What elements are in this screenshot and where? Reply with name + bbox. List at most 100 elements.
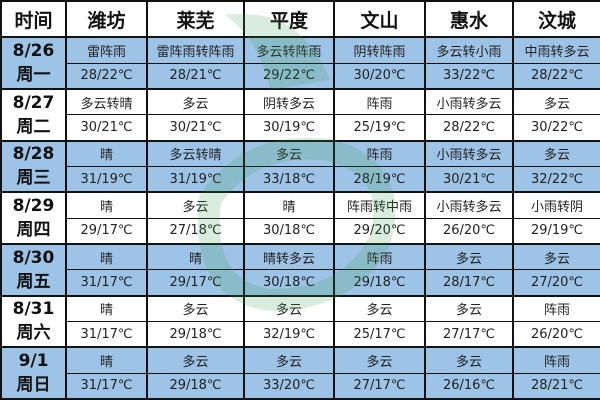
date-cell: 8/28 周三 (0, 139, 67, 194)
weather-cell: 多云转晴 (146, 139, 245, 167)
temperature-cell: 31/19℃ (146, 165, 245, 194)
weather-cell: 晴 (65, 294, 148, 322)
weather-row: 8/27 周二 多云转晴 多云 阴转多云 阵雨 小雨转多云 多云 (0, 87, 600, 142)
temperature-cell: 25/17℃ (333, 320, 426, 349)
weather-cell: 多云 (146, 87, 245, 116)
weather-cell: 阵雨 (333, 242, 426, 271)
weather-cell: 阵雨 (333, 87, 426, 116)
temperature-cell: 31/17℃ (65, 320, 148, 349)
temperature-cell: 28/19℃ (333, 165, 426, 194)
temperature-cell: 29/19℃ (512, 217, 600, 245)
temperature-cell: 27/17℃ (333, 372, 426, 400)
temperature-cell: 31/17℃ (65, 269, 148, 297)
temperature-row: 31/17℃ 29/18℃ 33/20℃ 27/17℃ 26/16℃ 28/21℃ (1, 372, 600, 400)
date-cell: 8/27 周二 (0, 87, 67, 142)
date: 8/30 (12, 247, 55, 268)
weather-cell: 晴转多云 (243, 242, 335, 271)
date-cell: 9/1 周日 (0, 346, 67, 400)
date-cell: 8/26 周一 (0, 36, 67, 90)
date-cell: 8/31 周六 (0, 294, 67, 349)
weather-cell: 晴 (65, 242, 148, 271)
temperature-cell: 27/20℃ (512, 269, 600, 297)
weekday: 周日 (16, 375, 51, 396)
temperature-cell: 30/18℃ (243, 269, 335, 297)
temperature-cell: 28/22℃ (512, 62, 600, 90)
temperature-cell: 29/17℃ (65, 217, 148, 245)
temperature-cell: 32/22℃ (512, 165, 600, 194)
weather-cell: 多云 (333, 294, 426, 322)
date: 8/29 (12, 196, 55, 217)
temperature-cell: 30/21℃ (65, 114, 148, 142)
weather-cell: 小雨转多云 (424, 139, 514, 167)
temperature-cell: 29/18℃ (333, 269, 426, 297)
weather-cell: 多云转晴 (65, 87, 148, 116)
temperature-cell: 27/17℃ (424, 320, 514, 349)
date: 9/1 (18, 351, 49, 372)
weather-row: 8/26 周一 雷阵雨 雷阵雨转阵雨 多云转阵雨 阴转阵雨 多云转小雨 中雨转多云 (0, 36, 600, 90)
weather-cell: 多云 (146, 294, 245, 322)
weather-row: 8/29 周四晴多云晴阵雨转中雨 小雨转多云 小雨转阴 (0, 191, 600, 245)
temperature-cell: 29/17℃ (146, 269, 245, 297)
temperature-cell: 33/18℃ (243, 165, 335, 194)
temperature-row: 29/17℃ 27/18℃ 30/18℃ 29/20℃ 26/20℃ 29/19℃ (1, 217, 600, 245)
weather-row: 8/28 周三晴多云转晴 多云 阵雨 小雨转多云 多云 (0, 139, 600, 194)
temperature-cell: 30/22℃ (512, 114, 600, 142)
weekday: 周二 (16, 116, 51, 137)
weekday: 周三 (16, 168, 51, 189)
temperature-cell: 29/20℃ (333, 217, 426, 245)
temperature-row: 31/17℃ 29/18℃ 32/19℃ 25/17℃ 27/17℃ 26/20℃ (1, 320, 600, 349)
header-city: 文山 (333, 0, 426, 39)
weather-cell: 晴 (65, 191, 148, 219)
weather-cell: 多云 (243, 294, 335, 322)
weekday: 周四 (16, 220, 51, 241)
weather-cell: 晴 (65, 346, 148, 374)
weather-cell: 小雨转多云 (424, 87, 514, 116)
header-city: 汶城 (512, 0, 600, 39)
date: 8/27 (12, 92, 55, 113)
date-cell: 8/29 周四 (0, 191, 67, 245)
weather-cell: 阵雨 (333, 139, 426, 167)
weather-cell: 多云转阵雨 (243, 36, 335, 64)
weather-cell: 晴 (146, 242, 245, 271)
temperature-cell: 30/19℃ (243, 114, 335, 142)
temperature-cell: 30/18℃ (243, 217, 335, 245)
temperature-cell: 30/20℃ (333, 62, 426, 90)
temperature-cell: 29/22℃ (243, 62, 335, 90)
weekday: 周五 (16, 271, 51, 292)
weather-cell: 多云 (333, 346, 426, 374)
temperature-cell: 33/20℃ (243, 372, 335, 400)
temperature-cell: 32/19℃ (243, 320, 335, 349)
weather-cell: 多云 (424, 242, 514, 271)
temperature-cell: 29/18℃ (146, 320, 245, 349)
temperature-cell: 28/22℃ (65, 62, 148, 90)
weather-cell: 晴 (243, 191, 335, 219)
date: 8/31 (12, 299, 55, 320)
weekday: 周六 (16, 323, 51, 344)
weather-cell: 多云 (146, 191, 245, 219)
header-city: 平度 (243, 0, 335, 39)
temperature-cell: 28/21℃ (512, 372, 600, 400)
weather-cell: 晴 (65, 139, 148, 167)
weather-cell: 多云 (512, 139, 600, 167)
weather-cell: 阴转多云 (243, 87, 335, 116)
temperature-row: 28/22℃ 28/21℃ 29/22℃ 30/20℃ 33/22℃ 28/22℃ (1, 62, 600, 90)
temperature-cell: 33/22℃ (424, 62, 514, 90)
weather-cell: 小雨转多云 (424, 191, 514, 219)
temperature-cell: 28/17℃ (424, 269, 514, 297)
weather-row: 9/1 周日晴多云 多云 多云 多云 阵雨 (0, 346, 600, 400)
weather-cell: 小雨转阴 (512, 191, 600, 219)
temperature-cell: 29/18℃ (146, 372, 245, 400)
weekday: 周一 (16, 65, 51, 86)
temperature-cell: 31/17℃ (65, 372, 148, 400)
weather-cell: 雷阵雨转阵雨 (146, 36, 245, 64)
temperature-cell: 31/19℃ (65, 165, 148, 194)
weather-cell: 多云 (243, 139, 335, 167)
header-city: 惠水 (424, 0, 514, 39)
weather-cell: 多云 (424, 294, 514, 322)
weather-cell: 多云 (424, 346, 514, 374)
header-time: 时间 (0, 0, 67, 39)
temperature-cell: 28/21℃ (146, 62, 245, 90)
temperature-cell: 25/19℃ (333, 114, 426, 142)
weather-cell: 多云 (146, 346, 245, 374)
